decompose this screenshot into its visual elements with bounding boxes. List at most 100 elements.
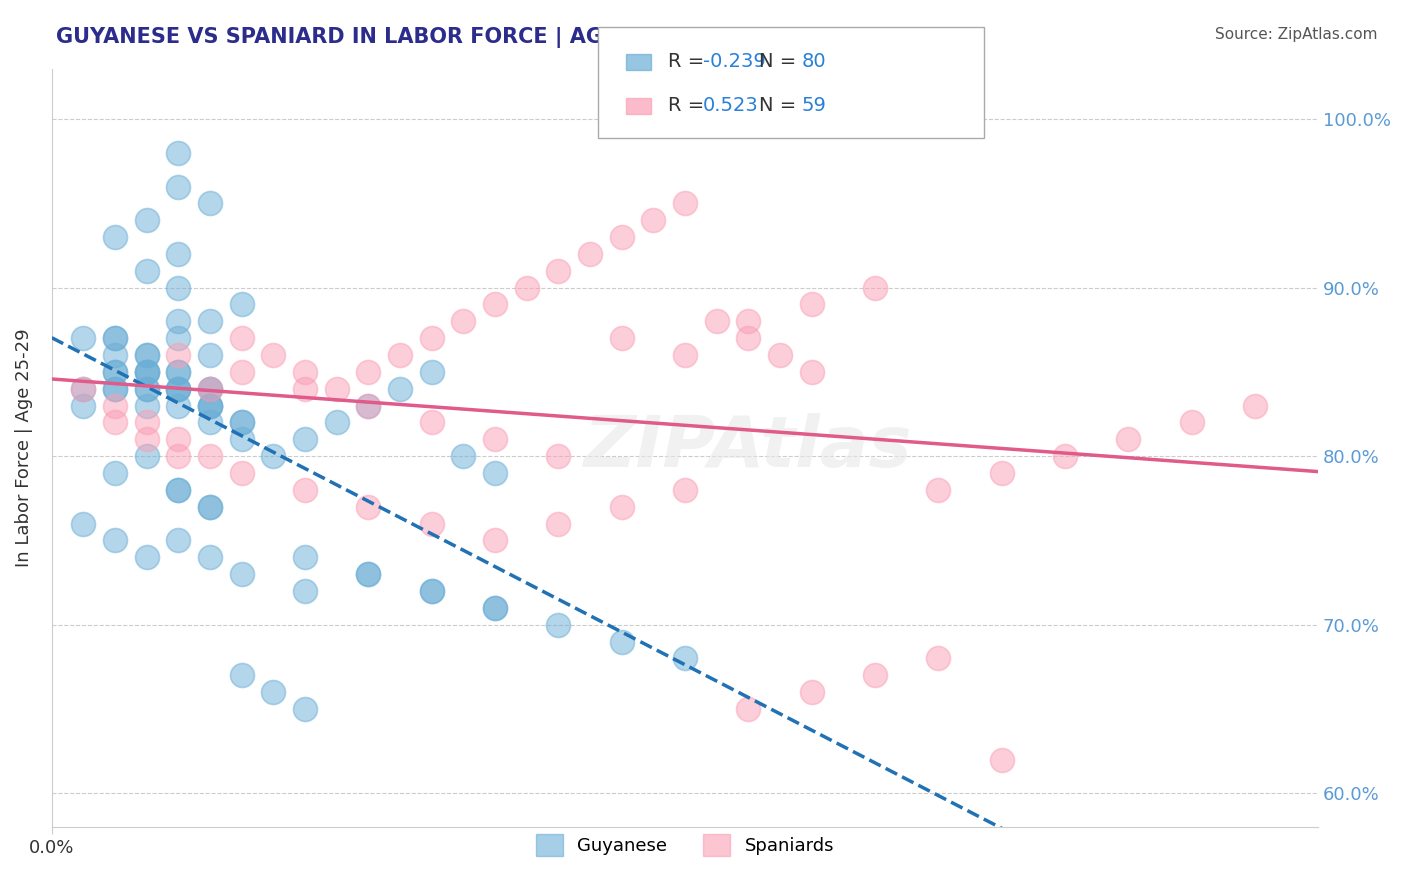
Point — [357, 399, 380, 413]
Point — [420, 416, 443, 430]
Text: Source: ZipAtlas.com: Source: ZipAtlas.com — [1215, 27, 1378, 42]
Point — [357, 399, 380, 413]
Point — [135, 348, 157, 362]
Point — [167, 382, 190, 396]
Point — [167, 331, 190, 345]
Point — [863, 668, 886, 682]
Point — [231, 297, 253, 311]
Point — [104, 365, 127, 379]
Text: 0.523: 0.523 — [703, 96, 759, 115]
Point — [72, 382, 94, 396]
Point — [643, 213, 665, 227]
Point — [484, 297, 506, 311]
Point — [167, 145, 190, 160]
Point — [294, 365, 316, 379]
Point — [135, 399, 157, 413]
Text: ZIPAtlas: ZIPAtlas — [583, 413, 912, 483]
Point — [104, 533, 127, 548]
Point — [262, 348, 284, 362]
Point — [453, 449, 475, 463]
Point — [484, 466, 506, 480]
Point — [1180, 416, 1202, 430]
Point — [927, 483, 949, 497]
Legend: Guyanese, Spaniards: Guyanese, Spaniards — [529, 827, 842, 863]
Point — [673, 651, 696, 665]
Point — [72, 382, 94, 396]
Point — [198, 196, 221, 211]
Point — [135, 365, 157, 379]
Point — [1053, 449, 1076, 463]
Point — [104, 331, 127, 345]
Point — [231, 433, 253, 447]
Point — [167, 365, 190, 379]
Point — [294, 702, 316, 716]
Point — [484, 433, 506, 447]
Point — [262, 685, 284, 699]
Point — [167, 348, 190, 362]
Point — [420, 584, 443, 599]
Point — [231, 416, 253, 430]
Point — [167, 365, 190, 379]
Point — [769, 348, 792, 362]
Point — [135, 433, 157, 447]
Text: R =: R = — [668, 53, 710, 71]
Point — [135, 213, 157, 227]
Text: R =: R = — [668, 96, 710, 115]
Point — [198, 348, 221, 362]
Point — [737, 702, 759, 716]
Point — [198, 382, 221, 396]
Point — [357, 567, 380, 582]
Point — [104, 365, 127, 379]
Point — [231, 567, 253, 582]
Point — [610, 500, 633, 514]
Point — [231, 466, 253, 480]
Point — [990, 466, 1012, 480]
Point — [231, 365, 253, 379]
Point — [420, 516, 443, 531]
Point — [927, 651, 949, 665]
Point — [104, 348, 127, 362]
Point — [72, 516, 94, 531]
Point — [294, 433, 316, 447]
Point — [610, 230, 633, 244]
Point — [673, 196, 696, 211]
Point — [135, 264, 157, 278]
Point — [737, 331, 759, 345]
Point — [673, 348, 696, 362]
Point — [294, 550, 316, 565]
Point — [167, 382, 190, 396]
Point — [104, 331, 127, 345]
Point — [135, 382, 157, 396]
Point — [800, 365, 823, 379]
Point — [167, 483, 190, 497]
Point — [198, 550, 221, 565]
Point — [547, 264, 569, 278]
Point — [706, 314, 728, 328]
Point — [357, 365, 380, 379]
Point — [104, 382, 127, 396]
Point — [167, 483, 190, 497]
Point — [453, 314, 475, 328]
Point — [198, 416, 221, 430]
Point — [167, 247, 190, 261]
Point — [198, 500, 221, 514]
Point — [198, 399, 221, 413]
Point — [294, 382, 316, 396]
Point — [135, 382, 157, 396]
Point — [231, 416, 253, 430]
Point — [72, 399, 94, 413]
Point — [294, 483, 316, 497]
Text: 80: 80 — [801, 53, 827, 71]
Point — [167, 533, 190, 548]
Point — [547, 617, 569, 632]
Point — [610, 634, 633, 648]
Point — [104, 230, 127, 244]
Point — [135, 365, 157, 379]
Point — [198, 399, 221, 413]
Point — [420, 365, 443, 379]
Point — [198, 382, 221, 396]
Point — [167, 280, 190, 294]
Point — [135, 416, 157, 430]
Point — [737, 314, 759, 328]
Point — [198, 382, 221, 396]
